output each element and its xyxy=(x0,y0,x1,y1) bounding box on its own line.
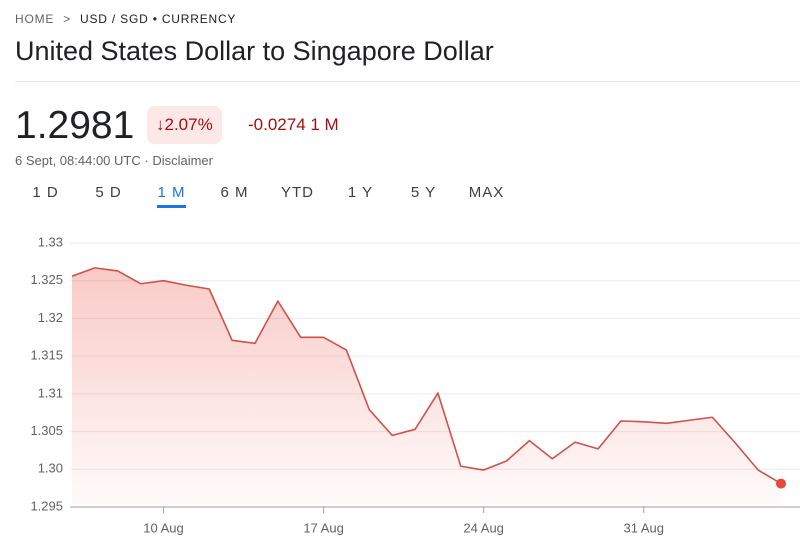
range-tab-label: 5 D xyxy=(95,184,122,201)
range-tab[interactable]: YTD xyxy=(266,184,329,207)
range-tab-label: 6 M xyxy=(220,184,249,201)
range-tab[interactable]: 6 M xyxy=(203,184,266,207)
range-tab[interactable]: MAX xyxy=(455,184,518,207)
change-badge: ↓2.07% xyxy=(147,106,222,144)
range-tab-label: 1 Y xyxy=(347,184,374,201)
area xyxy=(72,267,781,507)
range-tab-label: 5 Y xyxy=(410,184,437,201)
range-tab-label: YTD xyxy=(281,184,314,201)
divider xyxy=(15,81,800,82)
change-text: -0.0274 1 M xyxy=(248,115,339,134)
breadcrumb-current: USD / SGD • CURRENCY xyxy=(80,12,237,26)
range-tab-label: 1 M xyxy=(157,184,186,208)
range-tab-label: 1 D xyxy=(32,184,59,201)
disclaimer[interactable]: Disclaimer xyxy=(152,153,213,168)
y-tick-label: 1.33 xyxy=(38,234,63,249)
breadcrumb-home[interactable]: HOME xyxy=(15,12,55,26)
price: 1.2981 xyxy=(15,104,135,147)
x-tick-label: 31 Aug xyxy=(624,520,665,535)
range-tab-label: MAX xyxy=(468,184,505,201)
breadcrumb: HOME > USD / SGD • CURRENCY xyxy=(15,12,237,26)
timestamp-row: 6 Sept, 08:44:00 UTC · Disclaimer xyxy=(15,153,213,168)
x-tick-label: 10 Aug xyxy=(143,520,184,535)
range-tab[interactable]: 1 Y xyxy=(329,184,392,207)
y-tick-label: 1.315 xyxy=(30,348,63,363)
y-tick-label: 1.305 xyxy=(30,423,63,438)
change-percent: 2.07% xyxy=(164,115,213,134)
x-tick-label: 24 Aug xyxy=(463,520,504,535)
x-tick-label: 17 Aug xyxy=(303,520,344,535)
range-tabs: 1 D 5 D 1 M 6 M YTD 1 Y 5 Y MAX xyxy=(14,184,518,208)
y-tick-label: 1.30 xyxy=(38,461,63,476)
y-tick-label: 1.295 xyxy=(30,498,63,513)
page-title: United States Dollar to Singapore Dollar xyxy=(15,36,494,66)
range-tab[interactable]: 5 D xyxy=(77,184,140,207)
range-tab[interactable]: 1 D xyxy=(14,184,77,207)
y-tick-label: 1.32 xyxy=(38,310,63,325)
y-tick-label: 1.325 xyxy=(30,272,63,287)
range-tab[interactable]: 5 Y xyxy=(392,184,455,207)
current-point xyxy=(776,478,786,489)
range-tab[interactable]: 1 M xyxy=(140,184,203,208)
price-line xyxy=(71,267,782,485)
y-tick-label: 1.31 xyxy=(38,385,63,400)
timestamp: 6 Sept, 08:44:00 UTC xyxy=(15,153,141,168)
